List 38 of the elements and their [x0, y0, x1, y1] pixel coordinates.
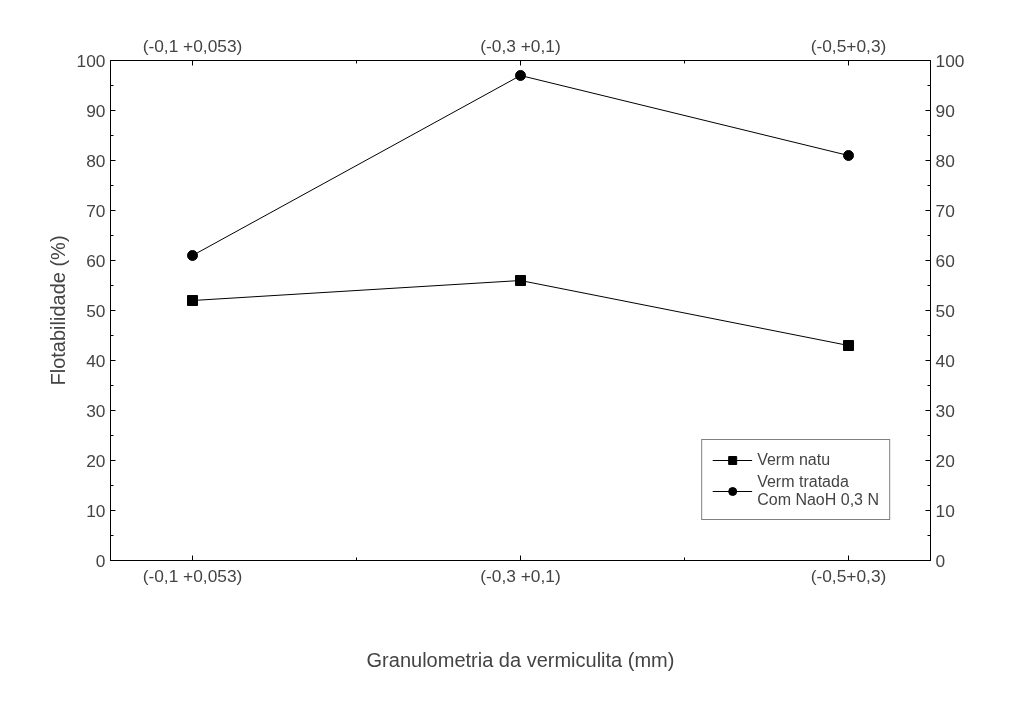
y2-tick-label: 30: [935, 400, 955, 421]
x-tick-label: (-0,3 +0,1): [480, 35, 561, 56]
y-tick-label: 10: [86, 500, 106, 521]
y-tick-label: 70: [86, 200, 106, 221]
y-axis-title: Flotabilidade (%): [46, 235, 69, 386]
category-label: (-0,5+0,3): [810, 565, 887, 586]
y-tick-label: 90: [86, 100, 106, 121]
category-label: (-0,1 +0,053): [142, 565, 243, 586]
y-tick-label: 60: [86, 250, 106, 271]
y-tick-label: 80: [86, 150, 106, 171]
y2-tick-label: 80: [935, 150, 955, 171]
point: [515, 70, 526, 81]
y-tick-label: 20: [86, 450, 106, 471]
y-tick-label: 50: [86, 300, 106, 321]
y2-tick-label: 100: [935, 50, 965, 71]
y-tick-label: 100: [76, 50, 106, 71]
y2-tick-label: 0: [935, 550, 946, 571]
point: [515, 275, 526, 286]
y-tick-label: 40: [86, 350, 106, 371]
point: [843, 340, 854, 351]
point: [187, 250, 198, 261]
category-label: (-0,3 +0,1): [480, 565, 561, 586]
point: [843, 150, 854, 161]
y-tick-label: 0: [95, 550, 106, 571]
y2-tick-label: 40: [935, 350, 955, 371]
y2-tick-label: 50: [935, 300, 955, 321]
legend-label: Verm natu: [757, 451, 831, 469]
y-tick-label: 30: [86, 400, 106, 421]
y2-tick-label: 60: [935, 250, 955, 271]
point: [187, 295, 198, 306]
y2-tick-label: 10: [935, 500, 955, 521]
y2-tick-label: 90: [935, 100, 955, 121]
legend-label: Verm tratada Com NaoH 0,3 N: [757, 473, 879, 509]
x-axis-title: Granulometria da vermiculita (mm): [366, 648, 675, 671]
x-tick-label: (-0,5+0,3): [810, 35, 887, 56]
y2-tick-label: 70: [935, 200, 955, 221]
x-tick-label: (-0,1 +0,053): [142, 35, 243, 56]
y2-tick-label: 20: [935, 450, 955, 471]
